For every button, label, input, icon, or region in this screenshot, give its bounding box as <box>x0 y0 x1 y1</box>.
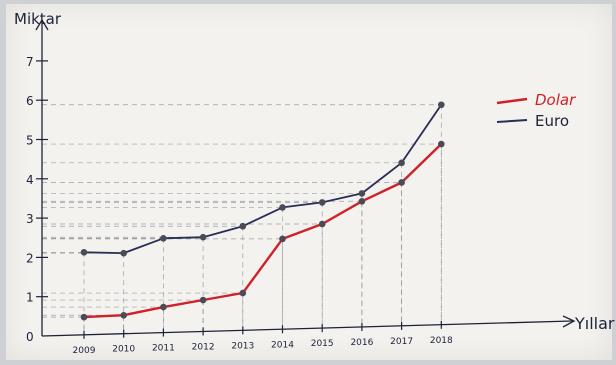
y-tick-label: 7 <box>26 55 34 69</box>
y-ticks: 0 1 2 3 4 5 6 7 <box>26 55 48 344</box>
x-tick-label: 2009 <box>73 346 96 356</box>
data-point-euro <box>318 199 326 206</box>
y-axis-label: Miktar <box>14 10 62 28</box>
data-point-euro <box>199 233 207 241</box>
data-point-dolar <box>199 296 207 304</box>
x-tick-label: 2010 <box>112 345 135 355</box>
data-point-euro <box>80 248 88 256</box>
data-point-dolar <box>80 313 88 321</box>
data-point-euro <box>358 190 366 197</box>
data-point-euro <box>438 101 445 109</box>
paper-background <box>6 4 612 360</box>
x-tick-label: 2015 <box>311 339 334 349</box>
data-point-euro <box>239 222 247 230</box>
x-axis-arrow <box>562 315 576 328</box>
x-tick-label: 2014 <box>271 340 294 350</box>
y-tick-label: 1 <box>26 291 34 305</box>
series-line-euro <box>83 104 443 255</box>
legend: Dolar Euro <box>496 91 576 130</box>
data-point-euro <box>160 234 167 242</box>
x-tick-label: 2011 <box>152 344 175 354</box>
data-point-euro <box>120 249 127 257</box>
series-lines <box>83 104 443 319</box>
x-axis-line <box>41 320 573 337</box>
x-tick-label: 2017 <box>390 337 413 347</box>
axes <box>35 18 576 337</box>
legend-label-euro: Euro <box>535 112 569 130</box>
x-tick-label: 2018 <box>430 336 453 346</box>
guide-lines <box>42 104 442 335</box>
y-tick-label: 2 <box>26 251 34 265</box>
data-point-dolar <box>398 179 405 186</box>
data-point-euro <box>398 159 405 167</box>
x-ticks: 2009 2010 2011 2012 2013 2014 2015 2016 2017 2018 <box>73 320 453 356</box>
y-tick-label: 0 <box>26 330 34 344</box>
data-point-dolar <box>318 220 326 228</box>
y-tick-label: 4 <box>26 173 34 187</box>
data-point-dolar <box>279 235 286 243</box>
y-tick-label: 3 <box>26 212 34 226</box>
x-tick-label: 2013 <box>231 341 254 351</box>
legend-swatch-dolar <box>496 97 528 105</box>
data-point-dolar <box>438 140 445 148</box>
series-line-dolar <box>83 143 443 319</box>
y-tick-label: 6 <box>26 94 34 108</box>
data-point-dolar <box>120 311 127 319</box>
data-point-dolar <box>160 303 167 311</box>
series-points <box>80 101 445 321</box>
data-point-euro <box>279 204 286 211</box>
y-axis-arrow <box>35 18 49 31</box>
x-tick-label: 2016 <box>350 338 373 348</box>
y-tick-label: 5 <box>26 134 34 148</box>
legend-label-dolar: Dolar <box>535 91 576 109</box>
data-point-dolar <box>239 289 247 297</box>
x-tick-label: 2012 <box>192 342 215 352</box>
legend-swatch-euro <box>496 119 528 123</box>
data-point-dolar <box>358 197 366 205</box>
x-axis-label: Yıllar <box>574 314 615 333</box>
